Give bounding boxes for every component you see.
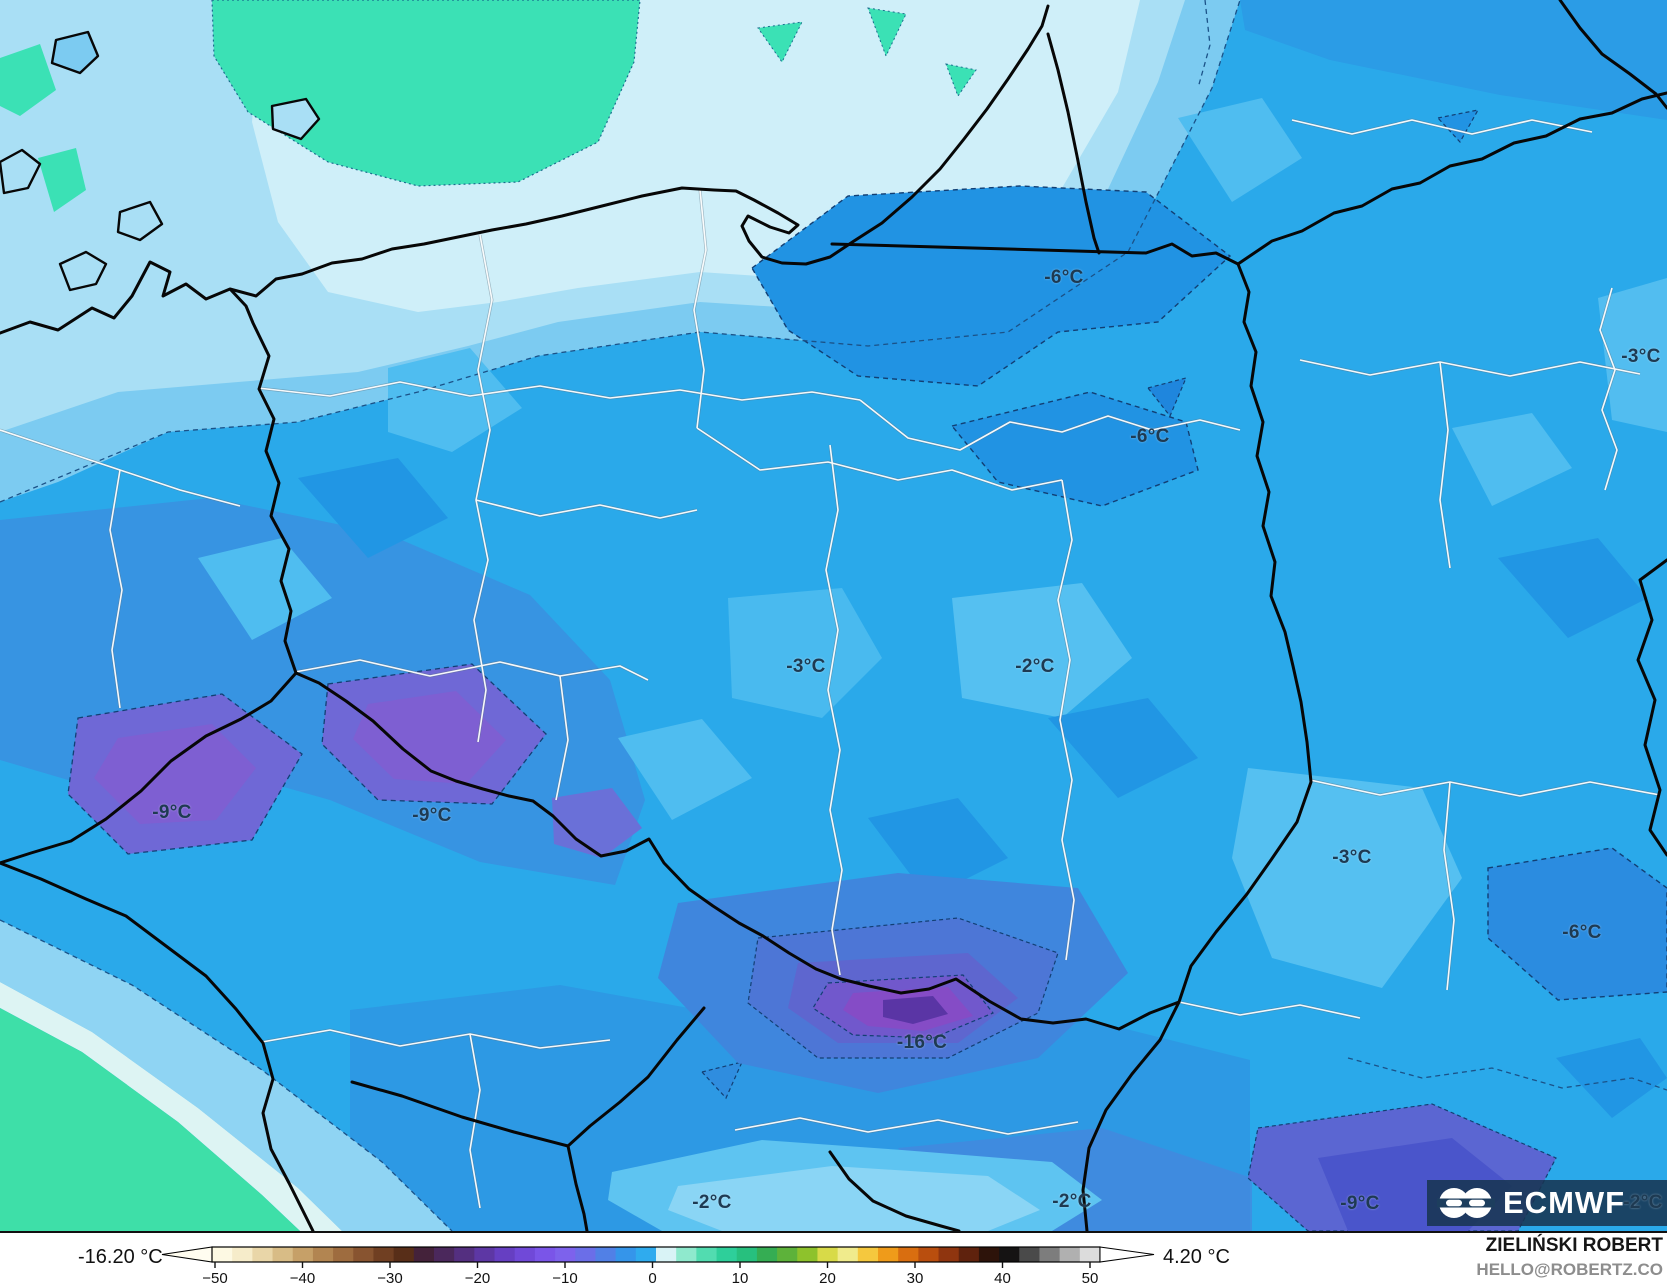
colorbar-min-label: -16.20 °C [78, 1246, 163, 1268]
map-area: -6°C -3°C -6°C -3°C -2°C -9°C -9°C -3°C -6°C -16°… [0, 0, 1667, 1233]
colorbar-max-label: 4.20 °C [1163, 1246, 1230, 1268]
svg-text:−20: −20 [465, 1270, 490, 1286]
svg-text:50: 50 [1082, 1270, 1099, 1286]
credit-email: HELLO@ROBERTZ.CO [1476, 1260, 1663, 1279]
ecmwf-logo-text: ECMWF [1503, 1185, 1626, 1220]
credit-name: ZIELIŃSKI ROBERT [1485, 1235, 1663, 1256]
svg-text:−10: −10 [552, 1270, 577, 1286]
svg-text:40: 40 [994, 1270, 1011, 1286]
svg-text:−40: −40 [290, 1270, 315, 1286]
svg-text:−50: −50 [202, 1270, 227, 1286]
colorbar-right-arrow [1099, 1246, 1155, 1263]
ecmwf-logo: ECMWF [1427, 1180, 1667, 1226]
temperature-map [0, 0, 1667, 1231]
svg-text:30: 30 [907, 1270, 924, 1286]
svg-text:10: 10 [732, 1270, 749, 1286]
svg-text:20: 20 [819, 1270, 836, 1286]
colorbar-left-arrow [161, 1246, 213, 1263]
svg-text:−30: −30 [377, 1270, 402, 1286]
svg-text:0: 0 [648, 1270, 656, 1286]
ecmwf-logo-icon [1437, 1188, 1495, 1218]
footer: -16.20 °C −50 −40 −30 −20 −10 0 10 20 30 40 50 4.2… [0, 1233, 1667, 1287]
colorbar-ticks: −50 −40 −30 −20 −10 0 10 20 30 40 50 [202, 1262, 1098, 1286]
colorbar-segments [212, 1247, 1101, 1262]
colorbar: −50 −40 −30 −20 −10 0 10 20 30 40 50 [161, 1246, 1155, 1286]
